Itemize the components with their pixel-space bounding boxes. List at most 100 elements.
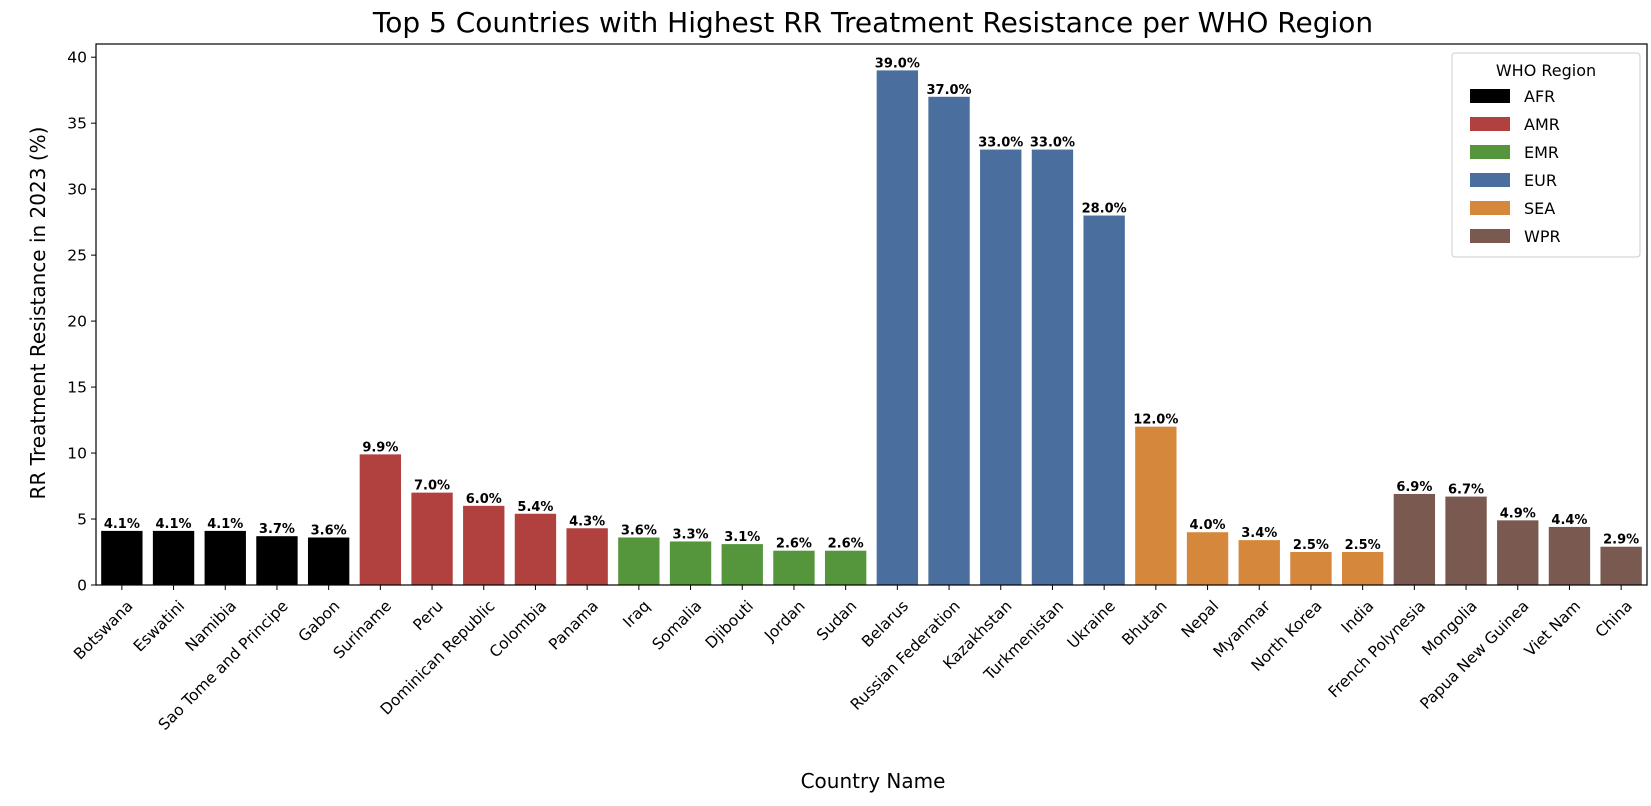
bar <box>669 541 712 585</box>
legend-swatch <box>1470 117 1510 131</box>
y-tick-label: 40 <box>67 49 87 67</box>
y-tick-label: 20 <box>67 313 87 331</box>
legend-swatch <box>1470 173 1510 187</box>
bar <box>1031 149 1074 585</box>
x-tick-label: Iraq <box>619 597 653 631</box>
bar-value-label: 39.0% <box>875 56 920 71</box>
legend-entry-label: EUR <box>1524 171 1557 190</box>
x-tick-label: Djibouti <box>702 597 757 652</box>
bar <box>618 537 660 585</box>
legend-entry-label: AFR <box>1524 87 1555 106</box>
bar <box>1393 493 1436 585</box>
bar-value-label: 3.6% <box>621 524 657 539</box>
x-tick-label: French Polynesia <box>1325 597 1429 701</box>
x-tick-label: Viet Nam <box>1521 597 1584 660</box>
bar <box>721 544 763 585</box>
x-tick-label: Sudan <box>813 597 860 644</box>
bar-value-label: 3.1% <box>724 530 760 545</box>
x-tick-label: Jordan <box>760 597 808 645</box>
bar <box>359 454 402 585</box>
legend-swatch <box>1470 229 1510 243</box>
bar-value-label: 4.0% <box>1190 518 1226 533</box>
x-tick-label: India <box>1338 597 1378 637</box>
bar <box>1083 215 1125 586</box>
bar-value-label: 6.7% <box>1448 483 1484 498</box>
bar-value-label: 2.5% <box>1293 538 1329 553</box>
bar-value-label: 28.0% <box>1082 202 1127 217</box>
bar-labels-layer: 4.1% 4.1% 4.1% 3.7% 3.6% 9.9% 7.0% 6.0% 5.4% 4.3%… <box>104 56 1639 553</box>
y-tick-label: 30 <box>67 181 87 199</box>
bar <box>204 530 246 585</box>
bar <box>1341 552 1384 585</box>
chart-title: Top 5 Countries with Highest RR Treatmen… <box>372 6 1373 39</box>
bar <box>1238 540 1280 585</box>
legend-entry-label: AMR <box>1524 115 1560 134</box>
bar <box>773 550 815 585</box>
bar-value-label: 3.6% <box>311 524 347 539</box>
bar-value-label: 2.6% <box>828 537 864 552</box>
y-tick-label: 35 <box>67 115 87 133</box>
bar <box>1445 496 1487 585</box>
x-tick-label: Colombia <box>486 597 550 661</box>
legend-entry-label: EMR <box>1524 143 1559 162</box>
legend-title: WHO Region <box>1496 61 1596 80</box>
bar <box>463 505 505 585</box>
bar <box>1497 520 1539 585</box>
legend-swatch <box>1470 145 1510 159</box>
x-tick-label: Panama <box>545 597 602 654</box>
bar <box>411 492 453 585</box>
legend-swatch <box>1470 201 1510 215</box>
legend-swatch <box>1470 89 1510 103</box>
y-tick-label: 15 <box>67 379 87 397</box>
bar <box>152 530 195 585</box>
x-tick-label: Somalia <box>649 597 706 654</box>
bar <box>928 96 970 585</box>
bar-value-label: 2.6% <box>776 537 812 552</box>
x-tick-label: Eswatini <box>130 597 188 655</box>
y-tick-label: 10 <box>67 445 87 463</box>
bar <box>980 149 1022 585</box>
bar-value-label: 6.0% <box>466 492 502 507</box>
legend-entry-label: WPR <box>1524 227 1561 246</box>
bar-value-label: 2.9% <box>1603 533 1639 548</box>
bar <box>1600 546 1642 585</box>
bar-value-label: 4.1% <box>156 517 192 532</box>
bar <box>307 537 350 585</box>
x-tick-label: Botswana <box>70 597 136 663</box>
bar-value-label: 3.4% <box>1241 526 1277 541</box>
bar-value-label: 6.9% <box>1396 480 1432 495</box>
y-tick-label: 25 <box>67 247 87 265</box>
bar <box>101 530 143 585</box>
y-axis: 0 5 10 15 20 25 30 35 40 <box>67 49 96 595</box>
bar-value-label: 37.0% <box>926 83 971 98</box>
legend-entry-label: SEA <box>1524 199 1555 218</box>
plot-frame <box>95 43 1648 586</box>
bar <box>514 513 557 585</box>
bar <box>824 550 867 585</box>
bar <box>1548 526 1591 585</box>
y-tick-label: 5 <box>77 511 87 529</box>
bar-value-label: 3.7% <box>259 522 295 537</box>
bar-value-label: 9.9% <box>362 440 398 455</box>
bar-value-label: 5.4% <box>517 500 553 515</box>
x-tick-label: Nepal <box>1178 597 1222 641</box>
bar <box>1186 532 1229 585</box>
bar-value-label: 12.0% <box>1133 413 1178 428</box>
x-tick-label: Gabon <box>295 597 344 646</box>
bar-value-label: 4.3% <box>569 514 605 529</box>
y-tick-label: 0 <box>77 577 87 595</box>
bar-value-label: 33.0% <box>978 136 1023 151</box>
legend: WHO Region AFR AMR EMR EUR SEA WPR <box>1451 52 1641 258</box>
bar-value-label: 4.1% <box>207 517 243 532</box>
bar-value-label: 2.5% <box>1345 538 1381 553</box>
x-tick-label: Peru <box>410 597 447 634</box>
bar <box>1135 426 1177 585</box>
legend-entries: AFR AMR EMR EUR SEA WPR <box>1470 87 1561 246</box>
bar-value-label: 4.4% <box>1551 513 1587 528</box>
bar-value-label: 4.1% <box>104 517 140 532</box>
bar <box>1290 552 1332 585</box>
x-tick-label: Bhutan <box>1118 597 1170 649</box>
x-tick-label: Ukraine <box>1064 597 1119 652</box>
